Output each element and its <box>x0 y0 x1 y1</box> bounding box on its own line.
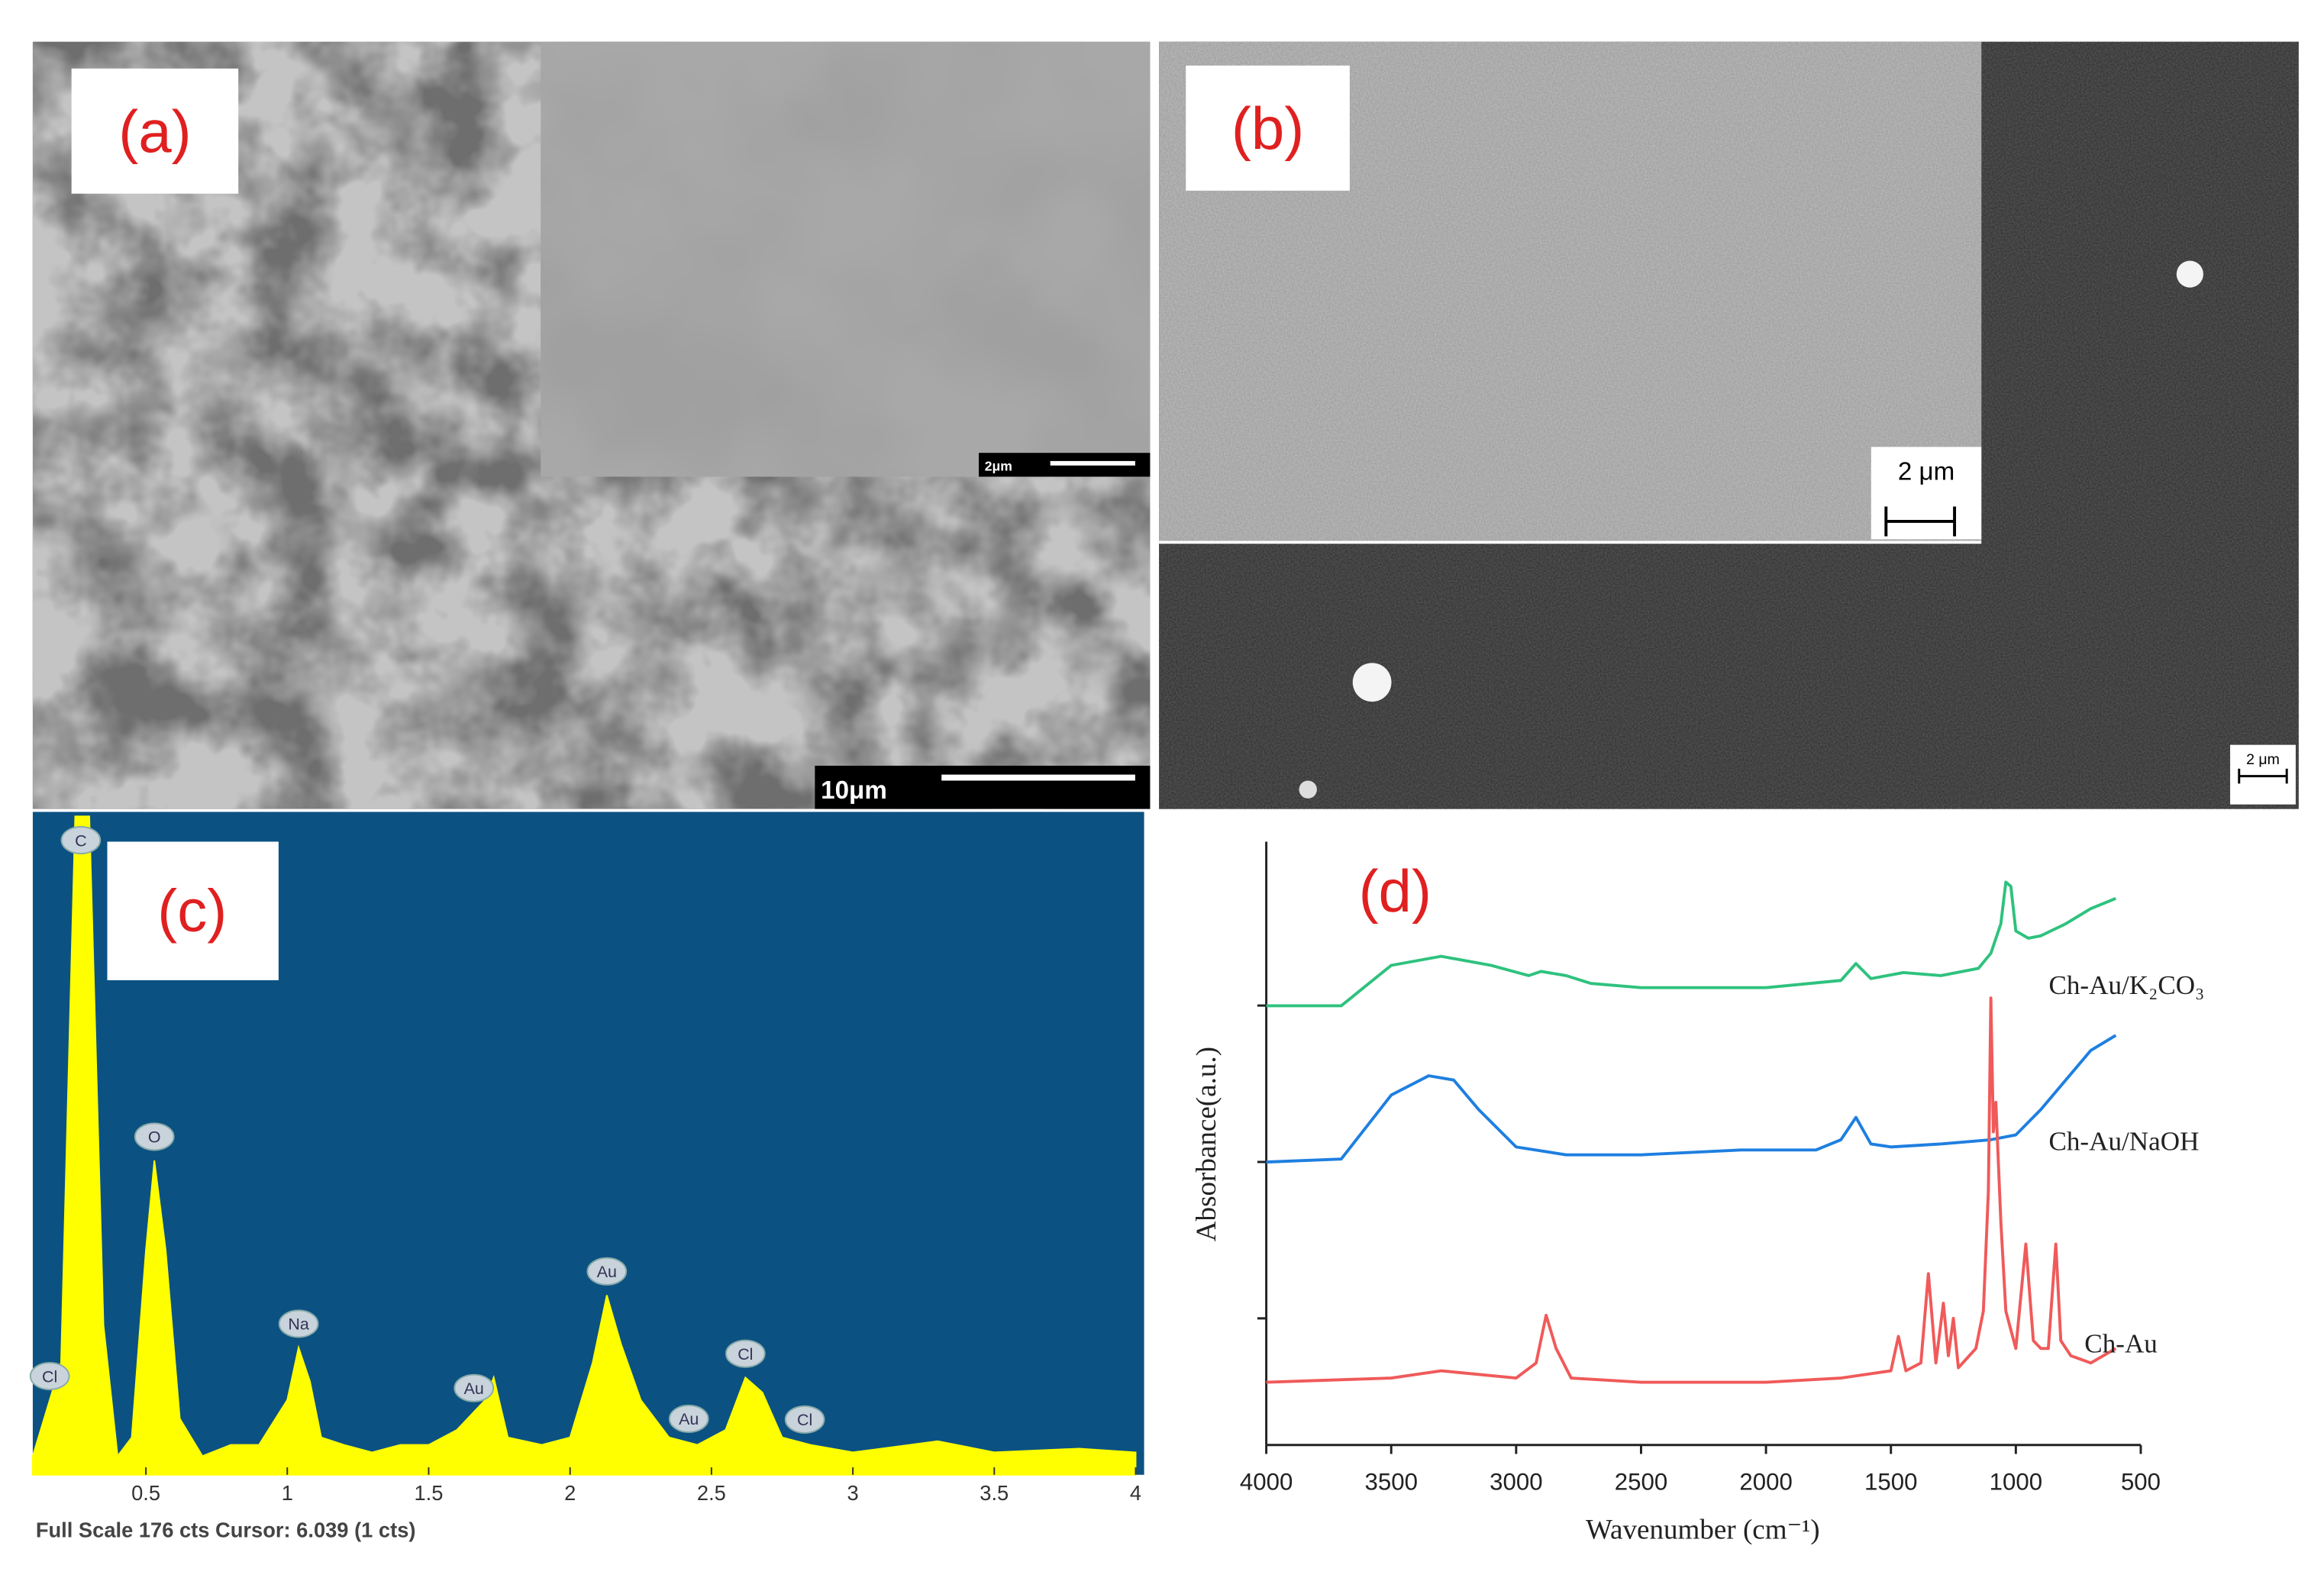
panel-label: (a) <box>118 98 191 165</box>
particle <box>1352 663 1392 702</box>
x-tick-label: 3 <box>847 1481 858 1505</box>
series-label: Ch-Au <box>2084 1329 2158 1359</box>
peak-marker <box>725 1339 766 1368</box>
x-tick-label: 4000 <box>1240 1468 1293 1495</box>
peak-label: Au <box>597 1263 617 1281</box>
x-tick-label: 0.5 <box>131 1481 160 1505</box>
spectrum <box>31 815 1137 1476</box>
x-tick-label: 4 <box>1130 1481 1141 1505</box>
panel-b: (b) 2 μm 2 μm <box>1159 41 2299 809</box>
scale-bar <box>1884 506 1957 537</box>
x-tick-label: 3500 <box>1364 1468 1417 1495</box>
scale-bar-box <box>2230 744 2296 805</box>
peak-marker <box>134 1122 175 1151</box>
particle <box>1299 780 1317 799</box>
peak-marker <box>784 1405 825 1434</box>
peak-marker <box>586 1257 628 1286</box>
x-tick-label: 3000 <box>1490 1468 1542 1495</box>
panel-d: (d) Wavenumber (cm⁻¹) Absorbance(a.u.) 4… <box>1191 841 2204 1546</box>
x-tick-label: 1.5 <box>415 1481 444 1505</box>
panel-a: (a) 10μm 2μm <box>32 41 1151 809</box>
peak-label: Cl <box>42 1367 57 1386</box>
peak-label: Au <box>679 1410 699 1428</box>
peak-label: C <box>75 831 87 850</box>
x-tick-label: 1 <box>282 1481 293 1505</box>
label-box <box>107 841 279 980</box>
peak-label: O <box>148 1128 161 1147</box>
peak-marker <box>29 1362 70 1391</box>
y-axis-label: Absorbance(a.u.) <box>1191 1047 1222 1241</box>
label-box <box>1186 65 1350 191</box>
x-tick-label: 500 <box>2121 1468 2161 1495</box>
x-tick-label: 2 <box>564 1481 576 1505</box>
peak-marker <box>668 1404 709 1433</box>
x-tick-label: 2.5 <box>697 1481 726 1505</box>
peak-marker <box>60 826 102 855</box>
peak-label: Cl <box>797 1411 812 1429</box>
scale-bar <box>2238 768 2288 784</box>
x-tick-label: 2500 <box>1615 1468 1667 1495</box>
panel-c: (c) Full Scale 176 cts Cursor: 6.039 (1 … <box>29 812 1144 1542</box>
spectrum-line <box>1266 880 2117 1008</box>
peak-marker <box>454 1373 495 1402</box>
series-label: Ch-Au/K₂CO₃ <box>2048 970 2204 1000</box>
footer: Full Scale 176 cts Cursor: 6.039 (1 cts) <box>36 1518 416 1542</box>
x-tick-label: 2000 <box>1739 1468 1792 1495</box>
x-tick-label: 1000 <box>1990 1468 2042 1495</box>
x-axis-label: Wavenumber (cm⁻¹) <box>1586 1515 1820 1546</box>
scale-bar-box <box>1870 447 1982 540</box>
spectrum-line <box>1266 1034 2117 1164</box>
particle <box>2176 260 2203 288</box>
scale-label: 2μm <box>985 459 1012 474</box>
x-tick-label: 1500 <box>1864 1468 1917 1495</box>
panel-label: (d) <box>1359 857 1432 925</box>
peak-label: Na <box>288 1315 308 1334</box>
peak-label: Cl <box>738 1345 753 1363</box>
series-label: Ch-Au/NaOH <box>2048 1127 2199 1157</box>
scale-label: 2 μm <box>2246 751 2280 768</box>
peak-marker <box>278 1309 319 1338</box>
y-axis-ticks <box>1257 1004 1267 1320</box>
scale-bar-box <box>815 765 1151 809</box>
sem-inset-texture <box>541 41 1151 477</box>
panel-label: (b) <box>1231 95 1304 162</box>
spectrum-line <box>1266 996 2117 1384</box>
scale-label: 10μm <box>821 776 887 805</box>
label-box <box>71 68 239 194</box>
peak-label: Au <box>464 1380 484 1398</box>
scale-label: 2 μm <box>1898 457 1954 486</box>
x-tick-label: 3.5 <box>980 1481 1009 1505</box>
panel-label: (c) <box>157 877 227 944</box>
